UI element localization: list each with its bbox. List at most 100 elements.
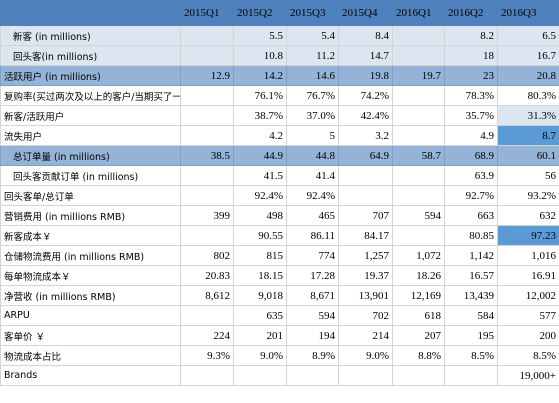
value-cell: 224 bbox=[180, 325, 234, 346]
value-cell: 632 bbox=[497, 205, 559, 226]
value-cell: 194 bbox=[286, 325, 339, 346]
value-cell bbox=[392, 85, 445, 106]
value-cell bbox=[180, 45, 234, 66]
value-cell bbox=[180, 185, 234, 206]
header-cell: 2015Q4 bbox=[338, 0, 393, 26]
value-cell: 10.8 bbox=[233, 45, 287, 66]
table-row: Brands 19,000+ bbox=[0, 365, 559, 386]
value-cell: 44.9 bbox=[233, 145, 287, 166]
value-cell: 37.0% bbox=[286, 105, 339, 126]
value-cell: 5 bbox=[286, 125, 339, 146]
header-cell: 2015Q2 bbox=[233, 0, 287, 26]
value-cell bbox=[392, 45, 445, 66]
row-label: 客单价 ￥ bbox=[0, 325, 181, 346]
value-cell: 1,016 bbox=[497, 245, 559, 266]
value-cell: 1,072 bbox=[392, 245, 445, 266]
value-cell: 92.4% bbox=[233, 185, 287, 206]
value-cell: 31.3% bbox=[497, 105, 559, 126]
table-row: 复购率(买过两次及以上的客户/当期买了一次及以上的客户) 76.1%76.7%74… bbox=[0, 85, 559, 106]
table-row: 营销费用 (in millions RMB) 399 498 465 707 594 663… bbox=[0, 205, 559, 226]
value-cell: 8.5% bbox=[444, 345, 498, 366]
value-cell: 14.7 bbox=[338, 45, 393, 66]
value-cell bbox=[180, 105, 234, 126]
table-row: 流失用户 4.2 5 3.2 4.9 8.7 bbox=[0, 125, 559, 146]
value-cell bbox=[444, 365, 498, 386]
table-row: 总订单量 (in millions) 38.5 44.9 44.8 64.9 58.7 68… bbox=[0, 145, 559, 166]
value-cell: 4.2 bbox=[233, 125, 287, 146]
value-cell bbox=[392, 225, 445, 246]
value-cell: 200 bbox=[497, 325, 559, 346]
value-cell: 1,142 bbox=[444, 245, 498, 266]
row-label: 回头客单/总订单 bbox=[0, 185, 181, 206]
value-cell: 498 bbox=[233, 205, 287, 226]
value-cell: 18.15 bbox=[233, 265, 287, 286]
value-cell: 12,169 bbox=[392, 285, 445, 306]
value-cell: 9,018 bbox=[233, 285, 287, 306]
value-cell bbox=[233, 365, 287, 386]
value-cell: 201 bbox=[233, 325, 287, 346]
value-cell: 11.2 bbox=[286, 45, 339, 66]
value-cell: 92.7% bbox=[444, 185, 498, 206]
table-row: 新客 (in millions) 5.5 5.4 8.4 8.2 6.5 bbox=[0, 25, 559, 46]
row-label: 新客成本￥ bbox=[0, 225, 181, 246]
value-cell: 9.3% bbox=[180, 345, 234, 366]
row-label: 新客/活跃用户 bbox=[0, 105, 181, 126]
row-label: 净营收 (in millions RMB) bbox=[0, 285, 181, 306]
header-cell: 2015Q3 bbox=[286, 0, 339, 26]
value-cell: 19.37 bbox=[338, 265, 393, 286]
value-cell: 42.4% bbox=[338, 105, 393, 126]
value-cell: 97.23 bbox=[497, 225, 559, 246]
row-label: 仓储物流费用 (in millions RMB) bbox=[0, 245, 181, 266]
value-cell: 8.8% bbox=[392, 345, 445, 366]
value-cell: 8,612 bbox=[180, 285, 234, 306]
value-cell: 707 bbox=[338, 205, 393, 226]
value-cell: 18.26 bbox=[392, 265, 445, 286]
value-cell bbox=[180, 25, 234, 46]
value-cell: 18 bbox=[444, 45, 498, 66]
value-cell: 12.9 bbox=[180, 65, 234, 86]
value-cell: 584 bbox=[444, 305, 498, 326]
value-cell bbox=[392, 185, 445, 206]
value-cell bbox=[180, 365, 234, 386]
table-row: 新客成本￥ 90.55 86.11 84.17 80.85 97.23 bbox=[0, 225, 559, 246]
value-cell: 17.28 bbox=[286, 265, 339, 286]
value-cell bbox=[286, 365, 339, 386]
value-cell: 93.2% bbox=[497, 185, 559, 206]
value-cell: 663 bbox=[444, 205, 498, 226]
value-cell bbox=[392, 125, 445, 146]
row-label: 总订单量 (in millions) bbox=[0, 145, 181, 166]
table-row: 仓储物流费用 (in millions RMB) 802 815 774 1,257 1,… bbox=[0, 245, 559, 266]
value-cell: 6.5 bbox=[497, 25, 559, 46]
value-cell: 74.2% bbox=[338, 85, 393, 106]
value-cell: 92.4% bbox=[286, 185, 339, 206]
value-cell: 465 bbox=[286, 205, 339, 226]
value-cell bbox=[392, 105, 445, 126]
value-cell: 16.57 bbox=[444, 265, 498, 286]
value-cell: 8.9% bbox=[286, 345, 339, 366]
value-cell: 9.0% bbox=[233, 345, 287, 366]
header-cell: 2016Q3 bbox=[497, 0, 559, 26]
value-cell bbox=[180, 165, 234, 186]
value-cell bbox=[392, 165, 445, 186]
row-label: Brands bbox=[0, 365, 181, 386]
table-row: 回头客贡献订单 (in millions) 41.5 41.4 63.9 56 bbox=[0, 165, 559, 186]
value-cell bbox=[338, 365, 393, 386]
table-row: 物流成本占比 9.3% 9.0% 8.9% 9.0% 8.8% 8.5% 8.5% bbox=[0, 345, 559, 366]
value-cell: 8.7 bbox=[497, 125, 559, 146]
value-cell: 41.4 bbox=[286, 165, 339, 186]
value-cell: 76.7% bbox=[286, 85, 339, 106]
value-cell: 64.9 bbox=[338, 145, 393, 166]
value-cell bbox=[392, 365, 445, 386]
value-cell: 635 bbox=[233, 305, 287, 326]
header-cell: 2016Q1 bbox=[392, 0, 445, 26]
value-cell: 58.7 bbox=[392, 145, 445, 166]
row-label: 活跃用户 (in millions) bbox=[0, 65, 181, 86]
value-cell: 12,002 bbox=[497, 285, 559, 306]
value-cell: 594 bbox=[286, 305, 339, 326]
value-cell: 41.5 bbox=[233, 165, 287, 186]
value-cell: 802 bbox=[180, 245, 234, 266]
value-cell: 3.2 bbox=[338, 125, 393, 146]
value-cell: 90.55 bbox=[233, 225, 287, 246]
value-cell: 207 bbox=[392, 325, 445, 346]
